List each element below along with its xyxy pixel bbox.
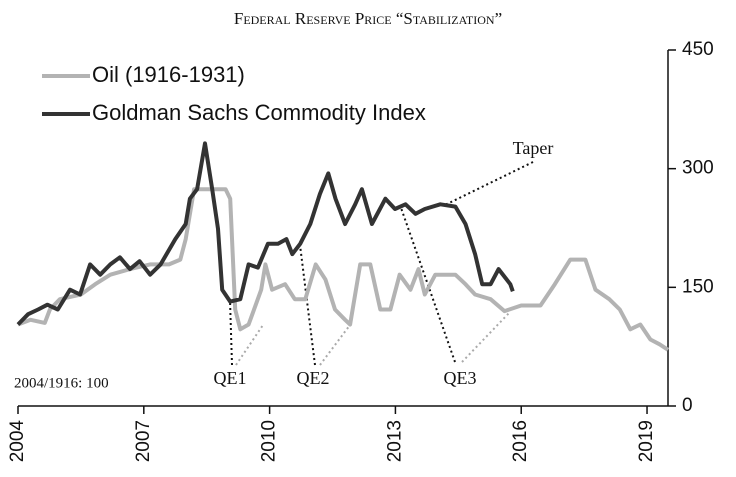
x-tick-label: 2016 [510,420,531,462]
x-tick-label: 2013 [384,420,405,462]
chart-title: Federal Reserve Price “Stabilization” [234,9,502,28]
y-tick-label: 150 [682,276,714,297]
x-tick-label: 2007 [133,420,154,462]
leader [319,324,351,366]
leader [235,324,264,366]
series-line [17,187,670,352]
legend-label: Goldman Sachs Commodity Index [92,100,426,125]
x-tick-label: 2019 [636,420,657,462]
annotation: QE3 [444,368,477,388]
series-line [16,141,515,326]
leader [444,161,534,206]
annotation: QE1 [214,368,247,388]
leader [461,311,511,363]
x-tick-label: 2010 [259,420,280,462]
y-tick-label: 300 [682,158,714,179]
leader [229,299,233,366]
legend-label: Oil (1916-1931) [92,62,245,87]
annotation: 2004/1916: 100 [14,375,109,391]
leader [299,244,316,366]
annotation-leaders [229,161,534,366]
annotation: Taper [513,138,554,158]
y-tick-label: 0 [682,395,693,416]
annotation: QE2 [297,368,330,388]
y-tick-label: 450 [682,39,714,60]
x-tick-label: 2004 [7,420,28,463]
